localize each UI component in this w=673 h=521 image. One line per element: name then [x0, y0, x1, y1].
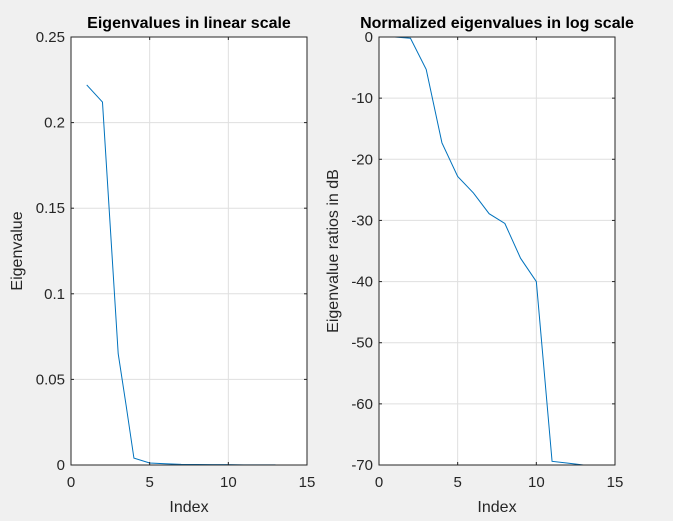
linear-y-axis-label: Eigenvalue: [9, 211, 26, 290]
linear-y-tick-label: 0.25: [36, 29, 65, 46]
linear-x-axis-label: Index: [169, 499, 208, 516]
log-y-tick-label: 0: [365, 29, 373, 46]
linear-y-tick-label: 0: [57, 457, 65, 474]
log-y-tick-label: -70: [351, 457, 373, 474]
log-x-tick-label: 10: [528, 474, 545, 491]
log-axis-box: [378, 36, 616, 466]
linear-y-tick-label: 0.1: [44, 286, 65, 303]
linear-x-tick-label: 15: [299, 474, 316, 491]
linear-plot-area: [71, 37, 307, 465]
linear-y-tick-label: 0.05: [36, 371, 65, 388]
linear-axis-box: [70, 36, 308, 466]
log-y-tick-label: -50: [351, 335, 373, 352]
linear-y-tick-label: 0.2: [44, 115, 65, 132]
linear-y-tick-label: 0.15: [36, 200, 65, 217]
log-y-tick-label: -20: [351, 151, 373, 168]
log-plot-area: [379, 37, 615, 465]
log-y-tick-label: -40: [351, 274, 373, 291]
log-y-axis-label: Eigenvalue ratios in dB: [325, 169, 342, 333]
log-y-tick-label: -10: [351, 90, 373, 107]
log-y-tick-label: -60: [351, 396, 373, 413]
log-chart-title: Normalized eigenvalues in log scale: [360, 15, 634, 32]
linear-x-tick-label: 5: [145, 474, 153, 491]
log-x-axis-label: Index: [477, 499, 516, 516]
log-y-tick-label: -30: [351, 212, 373, 229]
linear-x-tick-label: 10: [220, 474, 237, 491]
log-x-tick-label: 15: [607, 474, 624, 491]
linear-chart-title: Eigenvalues in linear scale: [87, 15, 291, 32]
log-x-tick-label: 0: [375, 474, 383, 491]
log-series-line: [394, 36, 584, 466]
linear-x-tick-label: 0: [67, 474, 75, 491]
plot-linear: 0 5 10 15 0 0.05 0.1 0.15 0.2 0.25 Eigenvalues in …: [9, 15, 315, 516]
log-x-tick-label: 5: [453, 474, 461, 491]
